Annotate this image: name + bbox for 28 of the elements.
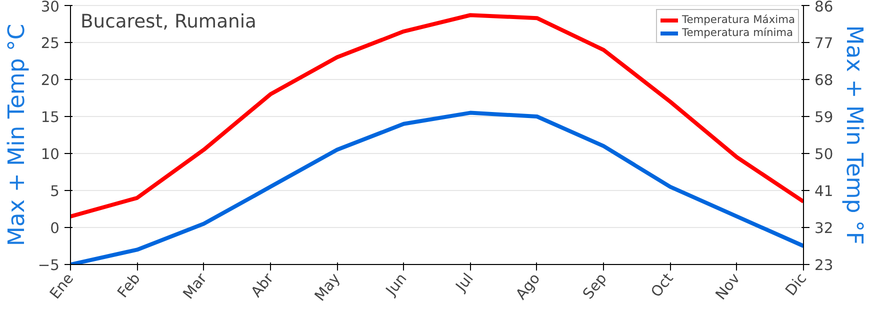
y2-tick-label: 86 [814,0,834,16]
y2-tick-label: 68 [814,72,834,89]
chart-title: Bucarest, Rumania [80,11,256,32]
x-tick-label: Dic [782,270,810,300]
y-tick-label: 30 [40,0,60,16]
x-tick-label: Sep [580,270,610,302]
y2-axis-title: Max + Min Temp °F [841,25,868,245]
y-axis-title: Max + Min Temp °C [4,24,30,246]
x-tick-label: Feb [114,270,144,302]
y-tick-label: 20 [40,72,60,89]
y2-tick-label: 77 [814,35,834,52]
line-series [70,13,804,218]
y-tick-label: 5 [50,183,60,200]
x-tick-label: Abr [248,269,278,301]
y2-tick-label: 41 [814,183,834,200]
y2-tick-label: 59 [814,109,834,126]
y-tick-label: 25 [40,35,60,52]
legend-label: Temperatura mínima [682,26,794,39]
y2-tick-label: 32 [814,220,834,237]
x-tick-label: Jul [452,270,477,296]
y-tick-label: 10 [40,146,60,163]
y-tick-label: 15 [40,109,60,126]
y-tick-label: 0 [50,220,60,237]
y2-tick-label: 23 [814,257,834,274]
x-tick-label: Oct [648,270,678,301]
legend-label: Temperatura Máxima [682,13,795,26]
y2-tick-label: 50 [814,146,834,163]
x-tick-label: Jun [382,270,410,300]
